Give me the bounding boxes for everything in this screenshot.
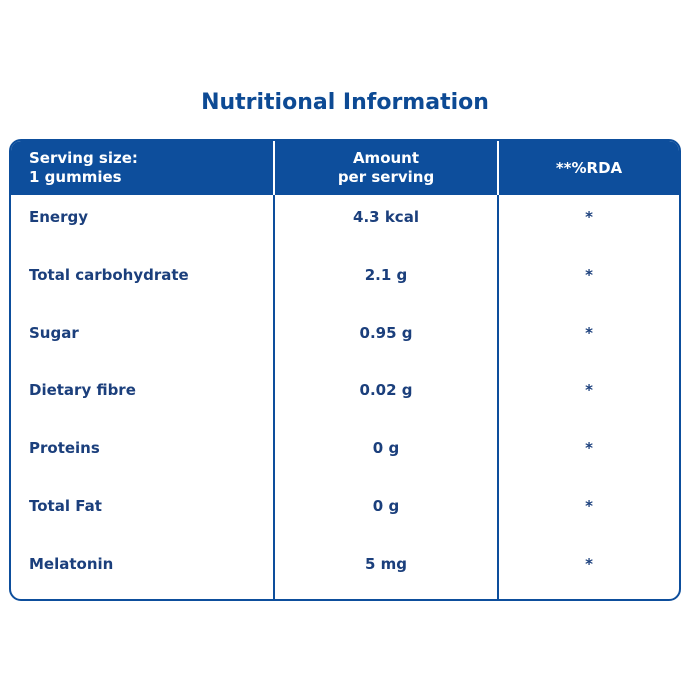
header-divider <box>497 141 499 195</box>
nutrition-table: Serving size: 1 gummies Amount per serving *… <box>9 139 681 601</box>
header-divider <box>273 141 275 195</box>
row-value: 4.3 kcal <box>353 208 419 227</box>
row-value: 0.02 g <box>359 381 413 400</box>
header-text: Serving size: <box>29 149 138 167</box>
row-value: 0 g <box>372 496 400 515</box>
row-label: Total Fat <box>29 496 102 515</box>
header-cell: **%RDA <box>499 141 679 195</box>
column-divider <box>497 141 499 599</box>
row-value: * <box>585 554 593 573</box>
row-value: * <box>585 381 593 400</box>
row-value: * <box>585 323 593 342</box>
row-label: Energy <box>29 208 89 227</box>
row-value: * <box>585 208 593 227</box>
row-label: Melatonin <box>29 554 114 573</box>
header-text: per serving <box>337 168 435 186</box>
row-value: * <box>585 496 593 515</box>
header-text: 1 gummies <box>29 168 122 186</box>
row-label: Sugar <box>29 323 79 342</box>
row-value: 0.95 g <box>359 323 413 342</box>
row-value: * <box>585 266 593 285</box>
row-value: * <box>585 439 593 458</box>
row-value: 2.1 g <box>364 266 408 285</box>
title: Nutritional Information <box>201 90 489 115</box>
header-text: **%RDA <box>555 158 623 177</box>
header-text: Amount <box>352 149 420 167</box>
table-header <box>11 141 679 195</box>
row-value: 5 mg <box>364 554 408 573</box>
column-divider <box>273 141 275 599</box>
row-label: Proteins <box>29 439 100 458</box>
row-label: Total carbohydrate <box>29 266 189 285</box>
header-cell: Serving size: 1 gummies <box>29 141 273 195</box>
header-cell: Amount per serving <box>275 141 497 195</box>
row-label: Dietary fibre <box>29 381 136 400</box>
row-value: 0 g <box>372 439 400 458</box>
